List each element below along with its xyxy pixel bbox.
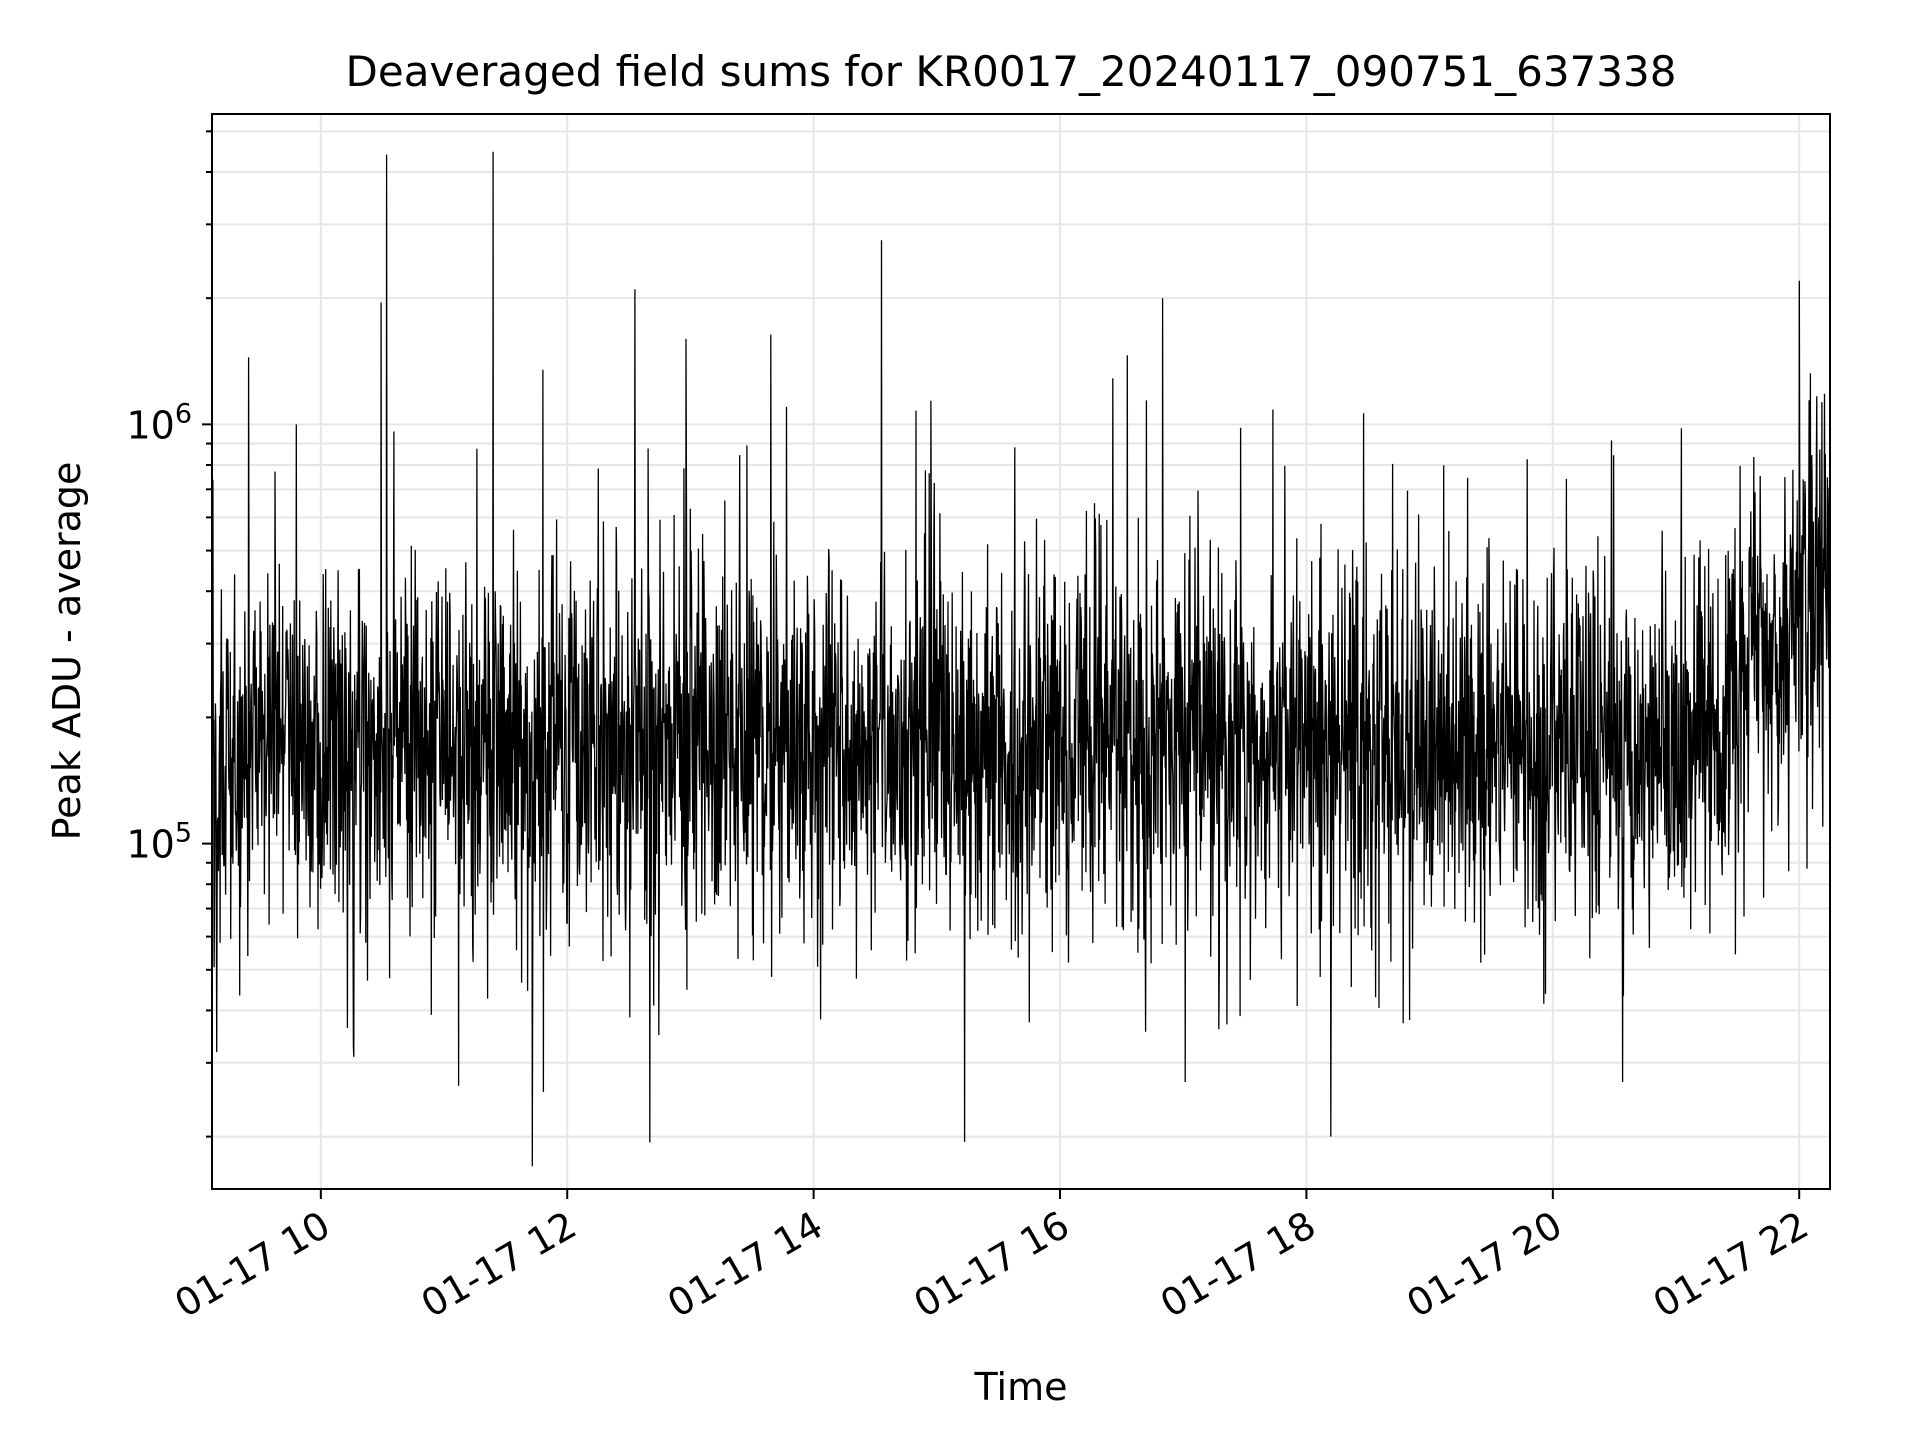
chart-title: Deaveraged field sums for KR0017_2024011… (346, 47, 1677, 96)
series-layer (212, 152, 1830, 1167)
plot-frame (212, 114, 1830, 1189)
x-tick-label: 01-17 22 (1646, 1203, 1816, 1327)
x-tick-label: 01-17 20 (1399, 1203, 1569, 1327)
y-tick-label: 105 (126, 818, 192, 867)
y-tick-label-base: 10 (126, 823, 174, 867)
x-tick-label: 01-17 10 (167, 1203, 337, 1327)
grid-layer (212, 114, 1830, 1189)
y-tick-label: 106 (126, 398, 192, 447)
x-axis-label: Time (974, 1365, 1068, 1409)
x-axis-ticks: 01-17 10 01-17 12 01-17 14 01-17 16 01-17 18… (167, 1189, 1815, 1326)
x-tick-label: 01-17 14 (660, 1203, 830, 1327)
series-line (212, 152, 1830, 1166)
y-tick-label-base: 10 (126, 403, 174, 447)
y-tick-label-exponent: 6 (175, 398, 192, 429)
y-tick-label-exponent: 5 (175, 818, 192, 849)
x-tick-label: 01-17 12 (414, 1203, 584, 1327)
x-tick-label: 01-17 16 (907, 1203, 1077, 1327)
x-tick-label: 01-17 18 (1153, 1203, 1323, 1327)
y-axis-label: Peak ADU - average (45, 462, 89, 841)
